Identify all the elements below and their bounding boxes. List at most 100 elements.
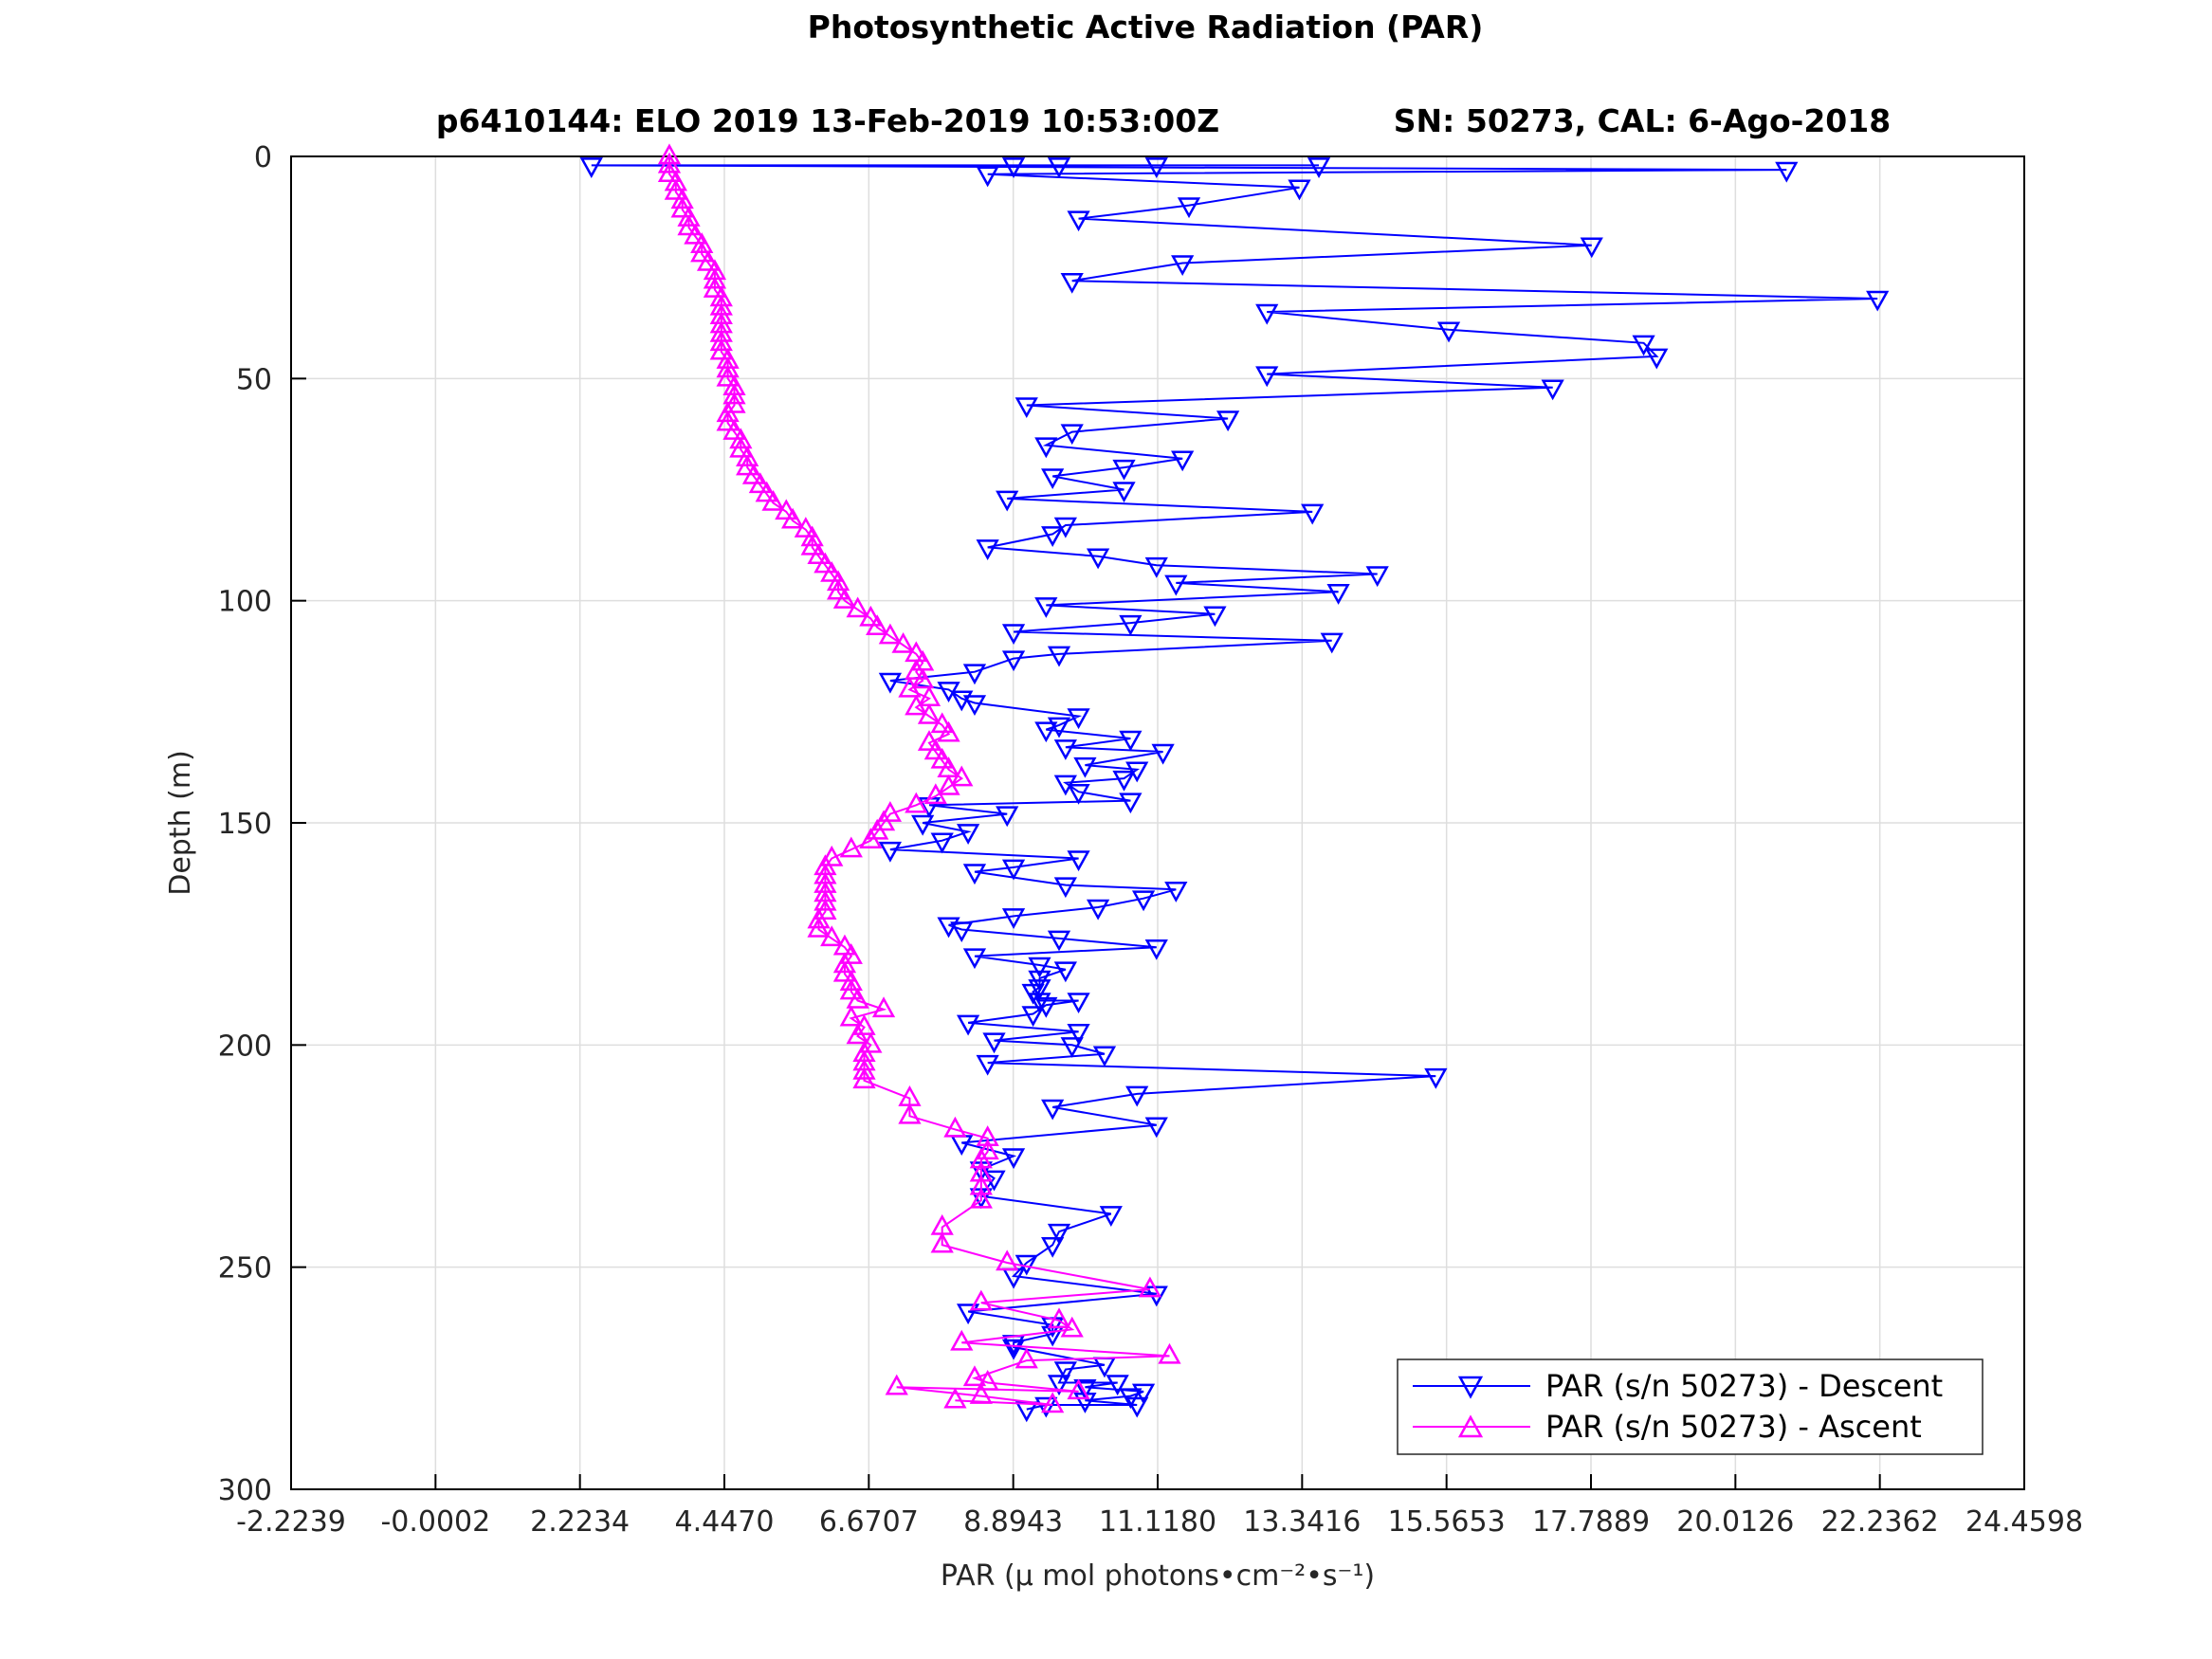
data-point — [1015, 1401, 1038, 1423]
x-tick-label: -2.2239 — [236, 1505, 346, 1539]
x-tick-label: 2.2234 — [530, 1505, 630, 1539]
data-point — [729, 428, 753, 449]
data-point — [878, 801, 903, 822]
data-point — [1028, 979, 1051, 1000]
data-point — [1144, 939, 1168, 960]
data-point — [664, 178, 687, 200]
data-point — [1047, 646, 1071, 667]
data-point — [1301, 503, 1325, 525]
data-point — [962, 1365, 987, 1387]
data-point — [1144, 556, 1168, 578]
data-point — [871, 810, 896, 831]
data-point — [852, 1067, 876, 1089]
axes: -2.2239 -0.0002 2.2234 4.4470 6.6707 8.8943 11… — [218, 141, 2083, 1539]
data-point — [923, 783, 947, 805]
x-axis-label: PAR (μ mol photons•cm⁻²•s⁻¹) — [941, 1559, 1375, 1593]
data-point — [1015, 397, 1038, 419]
data-point — [722, 418, 746, 440]
data-point — [1028, 993, 1051, 1014]
data-point — [1001, 859, 1026, 881]
series-ascent — [657, 143, 1181, 1413]
data-point — [696, 249, 721, 271]
x-tick-label: 22.2362 — [1821, 1505, 1939, 1539]
data-point — [781, 507, 805, 529]
data-point — [1034, 1396, 1058, 1418]
data-point — [982, 1032, 1006, 1054]
data-point — [976, 166, 999, 188]
data-point — [670, 196, 694, 218]
data-point — [866, 818, 889, 840]
y-tick-label: 0 — [254, 141, 272, 174]
data-point — [859, 605, 883, 627]
data-point — [839, 943, 863, 964]
data-point — [1053, 739, 1077, 760]
x-tick-label: 24.4598 — [1965, 1505, 2083, 1539]
data-point — [814, 552, 837, 574]
data-point — [943, 1387, 967, 1409]
data-point — [1106, 1375, 1129, 1396]
data-point — [1001, 1148, 1026, 1170]
data-point — [826, 570, 850, 592]
data-point — [1053, 961, 1077, 983]
data-point — [1047, 1375, 1071, 1396]
data-point — [709, 338, 733, 360]
data-point — [1028, 957, 1051, 978]
data-point — [996, 1249, 1019, 1271]
data-point — [1436, 321, 1461, 343]
data-point — [1171, 450, 1195, 472]
data-point — [1047, 1223, 1071, 1245]
data-point — [736, 454, 759, 476]
data-point — [1125, 1085, 1149, 1107]
data-point — [794, 517, 817, 538]
data-point — [1060, 424, 1084, 446]
data-point — [832, 588, 857, 609]
data-series — [579, 143, 1890, 1423]
data-point — [917, 730, 941, 751]
data-point — [898, 676, 922, 698]
data-point — [1580, 237, 1603, 259]
x-tick-label: -0.0002 — [380, 1505, 490, 1539]
data-point — [1112, 770, 1136, 792]
data-point — [814, 899, 837, 920]
data-point — [976, 1125, 999, 1146]
data-point — [852, 1058, 876, 1080]
data-point — [1067, 850, 1090, 872]
x-tick-label: 6.6707 — [819, 1505, 919, 1539]
data-point — [962, 948, 987, 970]
data-point — [839, 978, 863, 1000]
legend: PAR (s/n 50273) - Descent PAR (s/n 50273… — [1397, 1358, 1983, 1455]
data-point — [820, 845, 844, 866]
data-point — [950, 1329, 974, 1351]
data-point — [996, 490, 1019, 512]
x-tick-label: 20.0126 — [1676, 1505, 1794, 1539]
y-tick-label: 50 — [236, 363, 272, 396]
data-point — [832, 960, 857, 982]
data-point — [1119, 793, 1143, 814]
x-tick-label: 4.4470 — [675, 1505, 775, 1539]
data-point — [716, 401, 740, 423]
data-point — [1365, 566, 1389, 588]
y-tick-label: 150 — [218, 808, 272, 841]
data-point — [1255, 303, 1279, 325]
data-point — [923, 738, 947, 760]
data-point — [1099, 1206, 1123, 1228]
data-point — [690, 241, 714, 263]
data-point — [859, 1031, 883, 1053]
data-point — [755, 481, 778, 502]
data-point — [1060, 272, 1084, 294]
y-tick-label: 250 — [218, 1252, 272, 1285]
data-point — [950, 921, 974, 943]
data-point — [956, 1304, 980, 1325]
data-point — [1866, 290, 1890, 312]
data-point — [878, 672, 903, 694]
data-point — [1001, 157, 1026, 178]
data-point — [1119, 614, 1143, 636]
chart-subtitle-right: SN: 50273, CAL: 6-Ago-2018 — [1394, 102, 1891, 139]
data-point — [1158, 1342, 1181, 1364]
y-tick-label: 100 — [218, 586, 272, 619]
data-point — [846, 1023, 869, 1045]
data-point — [950, 765, 974, 787]
data-point — [905, 694, 928, 716]
data-point — [664, 170, 687, 191]
data-point — [866, 614, 889, 636]
